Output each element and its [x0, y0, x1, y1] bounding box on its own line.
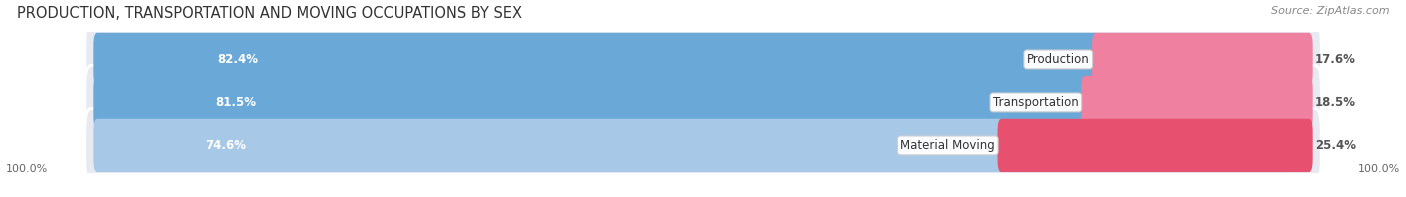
FancyBboxPatch shape [84, 22, 1322, 96]
Text: 17.6%: 17.6% [1315, 53, 1355, 66]
Text: Production: Production [1026, 53, 1090, 66]
Text: 25.4%: 25.4% [1315, 139, 1357, 152]
FancyBboxPatch shape [93, 76, 1088, 129]
Text: 74.6%: 74.6% [205, 139, 246, 152]
Text: 18.5%: 18.5% [1315, 96, 1357, 109]
FancyBboxPatch shape [93, 33, 1099, 86]
FancyBboxPatch shape [93, 119, 1005, 172]
Text: 100.0%: 100.0% [1358, 164, 1400, 174]
FancyBboxPatch shape [1081, 76, 1313, 129]
FancyBboxPatch shape [84, 109, 1322, 182]
FancyBboxPatch shape [84, 65, 1322, 139]
FancyBboxPatch shape [997, 119, 1313, 172]
Text: PRODUCTION, TRANSPORTATION AND MOVING OCCUPATIONS BY SEX: PRODUCTION, TRANSPORTATION AND MOVING OC… [17, 6, 522, 21]
Text: Material Moving: Material Moving [900, 139, 995, 152]
FancyBboxPatch shape [1092, 33, 1313, 86]
Text: 100.0%: 100.0% [6, 164, 48, 174]
Text: Transportation: Transportation [993, 96, 1078, 109]
Text: Source: ZipAtlas.com: Source: ZipAtlas.com [1271, 6, 1389, 16]
Text: 81.5%: 81.5% [215, 96, 256, 109]
Text: 82.4%: 82.4% [217, 53, 257, 66]
